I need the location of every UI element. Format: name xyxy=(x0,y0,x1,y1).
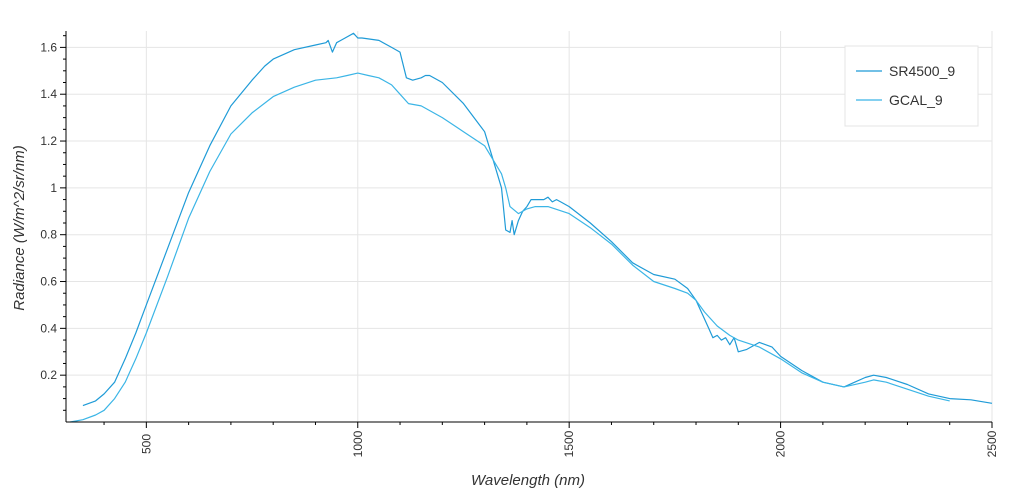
legend-label-sr4500: SR4500_9 xyxy=(889,63,955,79)
x-axis-title: Wavelength (nm) xyxy=(471,472,585,489)
y-tick-label-2: 0.6 xyxy=(40,275,57,289)
tick-marks: 500 1000 1500 2000 2500 0.2 0.4 0.6 0.8 1 1.2 1.4 1.… xyxy=(40,35,999,457)
x-tick-label-3: 2000 xyxy=(774,430,788,457)
series-layer xyxy=(70,32,993,423)
grid-lines xyxy=(66,31,993,422)
legend-box xyxy=(844,45,979,127)
legend-label-gcal: GCAL_9 xyxy=(889,92,943,108)
y-tick-label-7: 1.6 xyxy=(40,40,57,54)
x-tick-label-1: 1000 xyxy=(351,430,365,457)
y-tick-label-4: 1 xyxy=(50,181,57,195)
y-tick-label-0: 0.2 xyxy=(40,368,57,382)
legend: SR4500_9 GCAL_9 xyxy=(844,45,979,127)
y-tick-label-5: 1.2 xyxy=(40,134,57,148)
axes xyxy=(65,31,992,423)
x-tick-label-4: 2500 xyxy=(985,430,999,457)
y-axis-title: Radiance (W/m^2/sr/nm) xyxy=(11,145,28,310)
x-tick-label-0: 500 xyxy=(139,434,153,454)
series-line-gcal-9 xyxy=(70,72,950,423)
y-tick-label-6: 1.4 xyxy=(40,87,57,101)
series-line-sr4500-9 xyxy=(82,32,993,407)
x-tick-label-2: 1500 xyxy=(562,430,576,457)
y-tick-label-1: 0.4 xyxy=(40,321,57,335)
y-tick-label-3: 0.8 xyxy=(40,228,57,242)
